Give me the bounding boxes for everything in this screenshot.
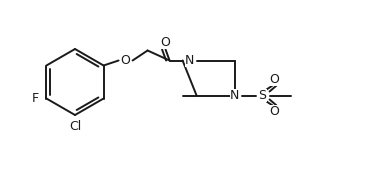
Text: O: O (270, 73, 280, 86)
Text: Cl: Cl (69, 119, 81, 133)
Text: O: O (270, 105, 280, 118)
Text: S: S (258, 89, 267, 102)
Text: N: N (185, 54, 194, 67)
Text: O: O (161, 36, 170, 49)
Text: O: O (121, 54, 131, 67)
Text: N: N (230, 89, 239, 102)
Text: F: F (32, 92, 39, 105)
